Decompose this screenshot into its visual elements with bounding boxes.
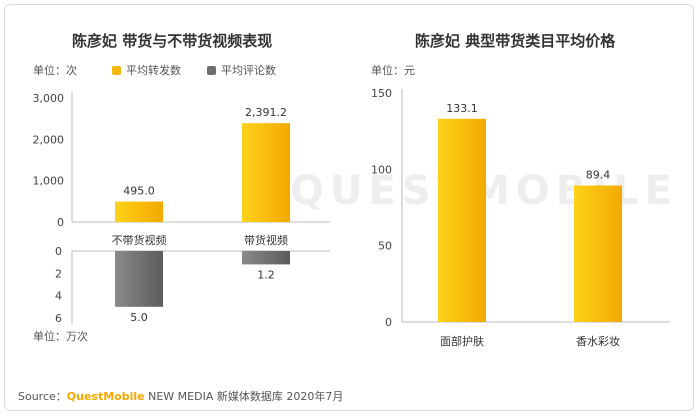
upper-y-tick-label: 1,000 xyxy=(33,175,65,188)
upper-y-tick-label: 2,000 xyxy=(33,133,65,146)
x-category-label: 带货视频 xyxy=(244,233,288,247)
bar-forward xyxy=(115,201,163,222)
upper-y-tick-label: 3,000 xyxy=(33,92,65,105)
data-label-price: 89.4 xyxy=(586,169,611,182)
legend-item-comment: 平均评论数 xyxy=(207,62,276,78)
right-unit: 单位：元 xyxy=(371,64,415,77)
x-category-label: 香水彩妆 xyxy=(576,335,620,348)
right-y-tick-label: 0 xyxy=(385,316,392,329)
left-unit-top: 单位：次 xyxy=(33,64,77,77)
lower-y-tick-label: 2 xyxy=(55,267,62,280)
data-label-price: 133.1 xyxy=(446,102,478,115)
upper-y-tick-label: 0 xyxy=(57,216,64,229)
source-prefix: Source： xyxy=(18,390,67,403)
right-chart-title: 陈彦妃 典型带货类目平均价格 xyxy=(415,32,616,50)
data-label-comment: 5.0 xyxy=(130,311,148,324)
left-legend: 平均转发数 平均评论数 xyxy=(112,62,276,78)
data-label-forward: 2,391.2 xyxy=(245,106,287,119)
source-suffix: NEW MEDIA 新媒体数据库 2020年7月 xyxy=(144,390,344,403)
right-y-tick-label: 100 xyxy=(371,163,392,176)
legend-label-forward: 平均转发数 xyxy=(126,64,181,77)
x-category-label: 面部护肤 xyxy=(440,334,484,348)
left-unit-bottom: 单位：万次 xyxy=(33,330,88,343)
bar-comment xyxy=(115,251,163,307)
right-chart: 0 50 100 150 133.1 89.4 面部护肤 香水彩妆 xyxy=(371,87,670,348)
bar-forward xyxy=(242,123,290,222)
bar-price xyxy=(574,185,622,322)
figure-frame xyxy=(4,4,694,411)
x-category-label: 不带货视频 xyxy=(112,233,167,247)
bar-comment xyxy=(242,251,290,265)
left-chart: 0 1,000 2,000 3,000 495.0 2,391.2 不带货视频 带货视频 0 2 4… xyxy=(33,92,330,325)
legend-item-forward: 平均转发数 xyxy=(112,62,181,78)
data-label-forward: 495.0 xyxy=(123,185,155,198)
legend-swatch-forward xyxy=(112,65,121,75)
bar-price xyxy=(438,118,486,323)
source-line: Source：QuestMobile NEW MEDIA 新媒体数据库 2020… xyxy=(18,388,343,404)
right-y-tick-label: 50 xyxy=(378,240,392,253)
lower-y-tick-label: 6 xyxy=(55,312,62,325)
data-label-comment: 1.2 xyxy=(257,268,275,281)
lower-y-tick-label: 4 xyxy=(55,290,62,303)
lower-y-tick-label: 0 xyxy=(55,245,62,258)
legend-label-comment: 平均评论数 xyxy=(221,64,276,77)
left-chart-title: 陈彦妃 带货与不带货视频表现 xyxy=(72,32,273,50)
source-brand: QuestMobile xyxy=(66,390,145,403)
right-y-tick-label: 150 xyxy=(371,87,392,100)
legend-swatch-comment xyxy=(207,65,216,75)
